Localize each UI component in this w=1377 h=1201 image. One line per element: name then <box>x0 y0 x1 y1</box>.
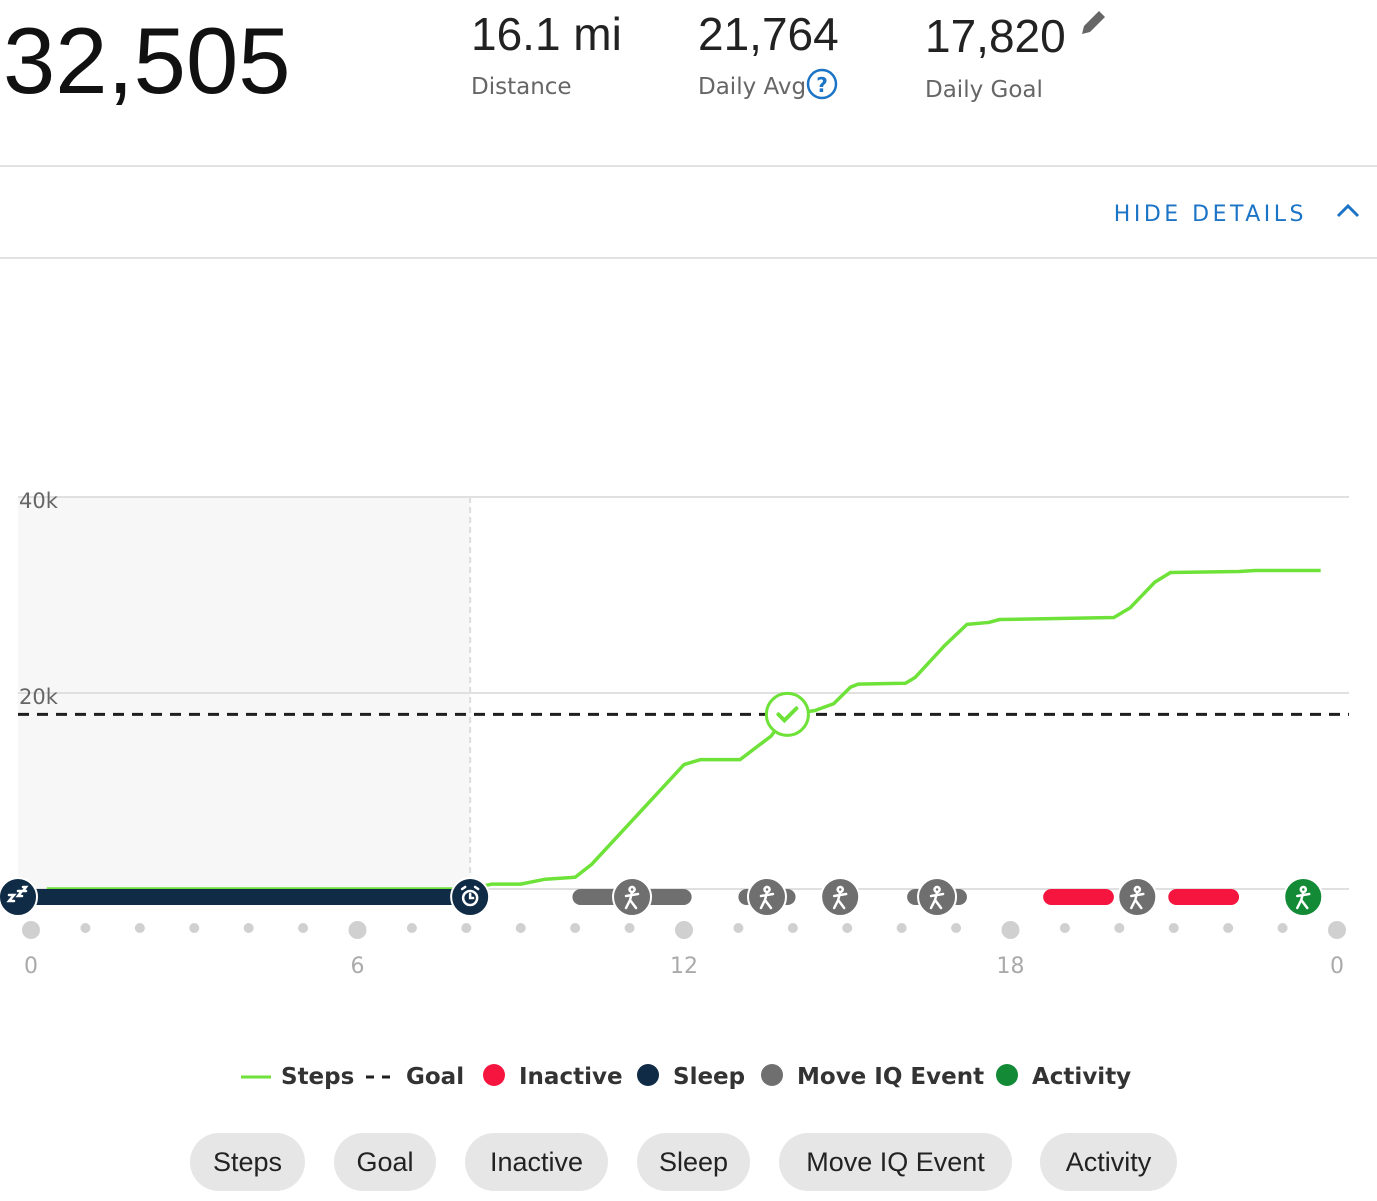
hour-dot <box>298 923 309 933</box>
hour-dot <box>406 923 417 933</box>
event-icon-glyph <box>1130 885 1145 910</box>
x-tick-label: 0 <box>24 954 38 979</box>
hour-dot <box>1114 923 1125 933</box>
hour-dot <box>1223 923 1234 933</box>
stat-value: 21,764 <box>698 8 839 60</box>
toggle-pill[interactable]: Goal <box>334 1133 436 1191</box>
legend-swatch <box>996 1064 1018 1086</box>
hour-dot <box>1059 923 1070 933</box>
toggle-pill[interactable]: Sleep <box>637 1133 750 1191</box>
stat-label: Daily Avg <box>698 74 806 100</box>
legend-label: Goal <box>406 1064 464 1090</box>
stat-value: 16.1 mi <box>471 8 622 60</box>
hour-dot <box>243 923 254 933</box>
x-tick-label: 12 <box>670 954 698 979</box>
toggle-pill[interactable]: Move IQ Event <box>779 1133 1012 1191</box>
steps-line <box>46 568 1321 891</box>
toggle-pill[interactable]: Inactive <box>465 1133 608 1191</box>
hour-dot <box>1168 923 1179 933</box>
legend-label: Inactive <box>519 1064 623 1090</box>
hour-dot <box>461 923 472 933</box>
hour-dot <box>733 923 744 933</box>
legend-label: Move IQ Event <box>797 1064 984 1090</box>
x-tick-label: 6 <box>351 954 365 979</box>
event-icon-glyph <box>624 885 640 910</box>
legend-label: Steps <box>281 1064 354 1090</box>
x-tick-label: 0 <box>1330 954 1344 979</box>
x-tick-dot <box>22 921 40 939</box>
hour-dot <box>787 923 798 933</box>
hour-dot <box>1277 923 1288 933</box>
edit-icon[interactable] <box>1082 11 1105 34</box>
y-tick-label: 40k <box>19 489 59 513</box>
x-tick-dot <box>348 921 367 939</box>
hour-dot <box>624 923 635 933</box>
hour-dot <box>842 923 853 933</box>
event-icon-glyph <box>1296 885 1311 910</box>
hour-dot <box>951 923 962 933</box>
legend-swatch <box>483 1064 505 1086</box>
interval-bar <box>1043 889 1114 905</box>
hour-dot <box>570 923 581 933</box>
goal-check <box>776 706 799 724</box>
event-icon-glyph <box>832 885 848 910</box>
x-tick-label: 18 <box>997 954 1025 979</box>
svg-text:?: ? <box>816 73 828 97</box>
goal-reached <box>764 691 810 737</box>
chevron[interactable] <box>1336 203 1360 218</box>
toggle-pill[interactable]: Activity <box>1040 1133 1177 1191</box>
hour-dot <box>896 923 907 933</box>
stat-value: 17,820 <box>925 10 1066 62</box>
legend-label: Sleep <box>673 1064 745 1090</box>
toggle-pill[interactable]: Steps <box>190 1133 305 1191</box>
x-tick-dot <box>1001 921 1020 939</box>
event-icon-glyph <box>929 885 945 910</box>
event-icon-glyph <box>759 885 775 910</box>
legend-label: Activity <box>1032 1064 1131 1090</box>
hour-dot <box>189 923 200 933</box>
hour-dot <box>134 923 145 933</box>
y-tick-label: 20k <box>19 685 59 709</box>
help-icon[interactable]: ? <box>806 68 838 100</box>
wake-icon-glyph <box>460 885 480 907</box>
stat-label: Daily Goal <box>925 77 1043 103</box>
toggle-details[interactable]: HIDE DETAILS <box>1114 202 1307 227</box>
interval-bar <box>1168 889 1240 905</box>
hour-dot <box>515 923 526 933</box>
steps-view: 32,505 16.1 mi Distance 21,764 Daily Avg… <box>0 8 1377 1090</box>
chart: 20k 40k 0 6 12 18 0 Steps Goal Inactive Sleep Move … <box>0 489 1349 1090</box>
hour-dot <box>80 923 91 933</box>
legend-swatch <box>637 1064 659 1086</box>
legend-swatch <box>761 1064 783 1086</box>
stat-label: Distance <box>471 74 572 100</box>
x-tick-dot <box>1328 921 1346 939</box>
interval-bar <box>18 889 484 905</box>
x-tick-dot <box>675 921 693 939</box>
total-steps: 32,505 <box>3 8 291 113</box>
sleep-icon-glyph <box>6 885 29 903</box>
